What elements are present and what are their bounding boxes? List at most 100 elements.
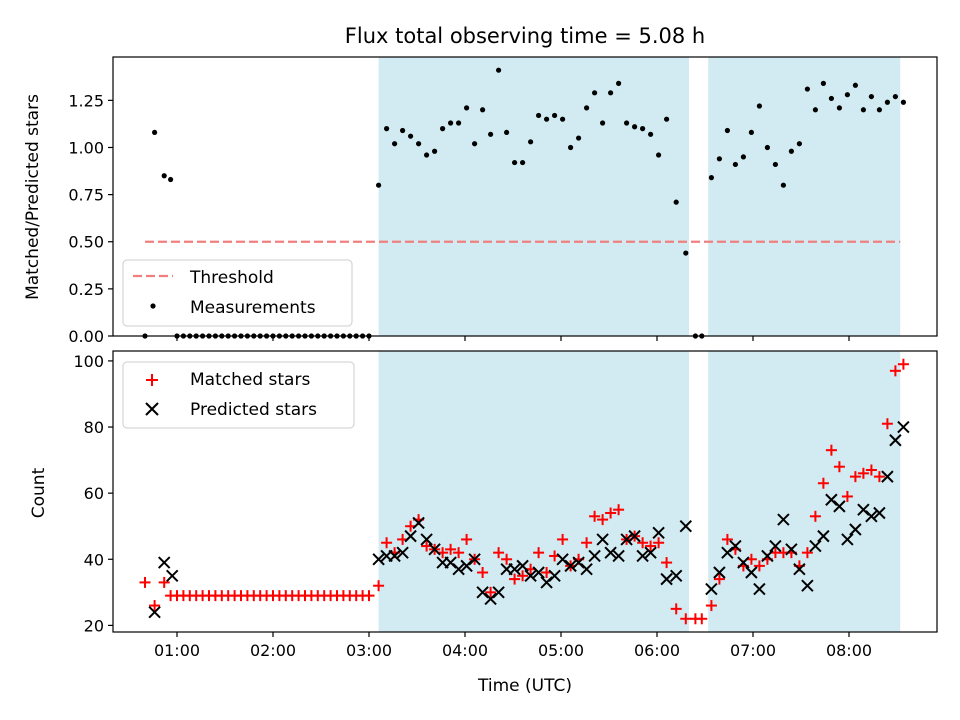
ratio-y-tick-label: 0.75 — [68, 186, 104, 205]
predicted-star-point — [628, 529, 641, 543]
count-points — [139, 358, 910, 625]
ratio-y-tick-label: 1.25 — [68, 91, 104, 110]
measurement-point — [664, 116, 670, 122]
predicted-star-point — [753, 582, 766, 596]
legend-measurements-swatch — [150, 303, 156, 309]
x-b — [628, 529, 641, 543]
predicted-star-point — [620, 533, 633, 546]
predicted-star-point — [873, 506, 886, 520]
observing-window — [708, 57, 901, 336]
x-b — [165, 569, 179, 583]
matched-star-point — [897, 358, 909, 370]
measurement-point — [780, 182, 787, 188]
count-legend: Matched stars Predicted stars — [122, 361, 355, 429]
measurement-point — [584, 105, 590, 111]
x-b — [444, 556, 457, 569]
matched-star-point — [873, 471, 885, 483]
legend-matched-swatch — [146, 374, 158, 386]
predicted-star-point — [737, 556, 750, 569]
measurement-point — [616, 80, 622, 86]
predicted-star-point — [729, 539, 742, 553]
x-b — [801, 579, 814, 592]
measurement-point — [708, 175, 715, 181]
x-b — [841, 533, 854, 546]
predicted-star-point — [372, 553, 385, 566]
measurement-point — [868, 93, 875, 100]
x-b — [644, 546, 657, 559]
matched-star-point — [713, 573, 725, 585]
x-tick-label: 08:00 — [826, 641, 872, 660]
x-b — [669, 569, 683, 583]
measurement-point — [683, 250, 689, 256]
count-axes: 20 40 60 80 100 01:00 02:00 03:00 04:00 05:00 06:0… — [73, 350, 938, 660]
matched-star-point — [841, 490, 853, 502]
predicted-star-point — [428, 543, 441, 556]
x-tick-label: 03:00 — [346, 641, 392, 660]
measurement-point — [764, 144, 771, 151]
x-b — [873, 506, 886, 520]
predicted-star-point — [604, 546, 617, 559]
predicted-star-point — [468, 553, 481, 566]
matched-star-point — [477, 566, 489, 578]
measurement-point — [852, 82, 859, 88]
predicted-star-point — [841, 533, 854, 546]
x-b — [372, 553, 385, 566]
x-b — [604, 546, 617, 559]
measurement-point — [740, 154, 747, 160]
predicted-star-point — [897, 420, 910, 434]
legend-measurements-label: Measurements — [190, 298, 316, 318]
matched-star-point — [493, 547, 505, 559]
measurement-point — [844, 92, 851, 98]
measurement-point — [472, 141, 478, 147]
measurement-point — [432, 148, 438, 154]
x-b — [769, 539, 782, 553]
matched-star-point — [801, 547, 813, 559]
matched-star-point — [453, 547, 465, 559]
predicted-star-point — [769, 539, 782, 553]
predicted-star-point — [881, 470, 894, 483]
matched-star-point — [485, 586, 497, 598]
ratio-legend: Threshold Measurements — [122, 259, 353, 327]
predicted-star-point — [508, 562, 521, 576]
predicted-star-point — [745, 566, 758, 579]
measurement-point — [400, 127, 406, 134]
predicted-star-point — [652, 526, 665, 540]
x-b — [761, 549, 774, 563]
measurement-point — [520, 159, 526, 166]
measurement-point — [440, 126, 446, 132]
predicted-star-point — [404, 529, 417, 543]
measurement-point — [504, 129, 510, 136]
predicted-star-point — [785, 543, 798, 556]
predicted-star-point — [532, 566, 545, 579]
matched-star-point — [517, 570, 529, 582]
measurement-point — [772, 161, 779, 168]
predicted-star-point — [388, 549, 401, 563]
measurement-point — [828, 95, 835, 102]
x-b — [793, 562, 806, 576]
x-b — [612, 549, 625, 563]
x-b — [468, 553, 481, 566]
x-b — [412, 516, 425, 530]
measurement-point — [876, 107, 883, 113]
matched-star-point — [881, 418, 893, 430]
legend-predicted-swatch — [145, 402, 159, 416]
x-b — [849, 523, 862, 536]
matched-star-point — [825, 444, 837, 456]
matched-star-point — [613, 504, 625, 516]
matched-star-point — [605, 507, 617, 519]
x-b — [713, 566, 726, 579]
x-b — [428, 543, 441, 556]
predicted-star-point — [889, 434, 902, 447]
chart-title: Flux total observing time = 5.08 h — [345, 24, 705, 48]
count-y-tick-label: 100 — [73, 352, 104, 371]
predicted-star-point — [516, 559, 529, 573]
legend-predicted-label: Predicted stars — [190, 400, 317, 420]
x-b — [396, 546, 409, 559]
x-b — [833, 500, 846, 513]
matched-star-point — [381, 537, 393, 549]
x-b — [660, 572, 673, 586]
predicted-star-point — [148, 605, 161, 619]
x-b — [157, 556, 171, 569]
matched-star-point — [653, 537, 665, 549]
measurement-point — [756, 103, 763, 109]
